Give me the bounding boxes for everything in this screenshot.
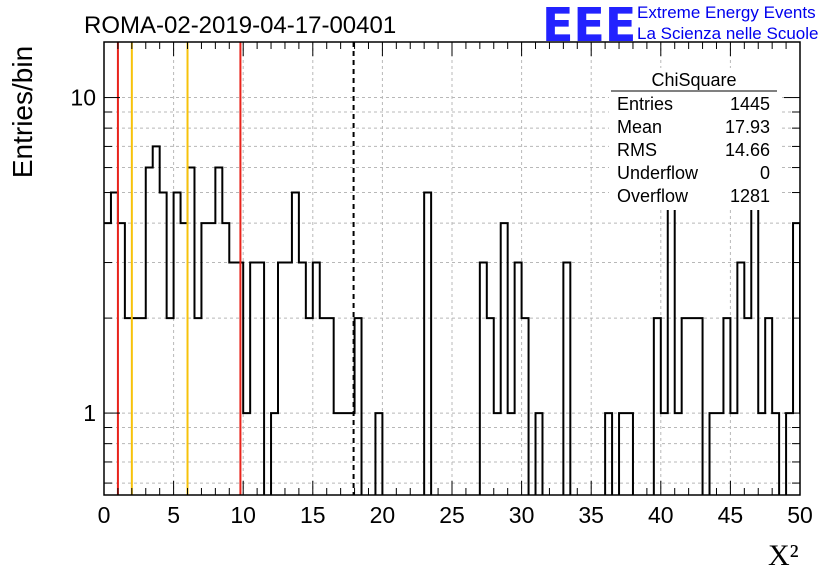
histogram-bin: [125, 318, 132, 495]
histogram-bin: [696, 318, 703, 495]
logo-line-2: La Scienza nelle Scuole: [637, 24, 818, 43]
histogram-bin: [278, 263, 285, 495]
histogram-bin: [814, 413, 821, 495]
histogram-bin: [139, 318, 146, 495]
histogram-bin: [424, 193, 431, 495]
histogram-bin: [181, 223, 188, 495]
y-tick-label: 10: [70, 85, 96, 111]
histogram-bin: [229, 263, 236, 495]
histogram-bin: [250, 263, 257, 495]
histogram-bin: [765, 318, 772, 495]
histogram-bin: [682, 318, 689, 495]
histogram-bin: [487, 318, 494, 495]
vertical-lines-layer: [116, 42, 355, 495]
histogram-bin: [522, 318, 529, 495]
x-tick-label: 50: [787, 502, 813, 528]
stats-title: ChiSquare: [651, 70, 736, 90]
histogram-bin: [194, 318, 201, 495]
x-tick-label: 45: [718, 502, 744, 528]
histogram-bin: [174, 193, 181, 495]
histogram-bin: [800, 413, 807, 495]
histogram-bin: [744, 318, 751, 495]
eee-logo: EEE Extreme Energy Events La Scienza nel…: [542, 0, 818, 52]
stats-box: ChiSquare Entries 1445 Mean 17.93 RMS 14…: [609, 68, 779, 210]
histogram-bin: [118, 223, 125, 495]
y-tick-label: 1: [83, 400, 96, 426]
stats-key-overflow: Overflow: [617, 186, 689, 206]
histogram-bin: [188, 168, 195, 495]
histogram-bin: [104, 223, 111, 495]
x-tick-label: 35: [578, 502, 604, 528]
stats-box-background: [609, 68, 779, 210]
histogram-bin: [222, 223, 229, 495]
histogram-bin: [737, 263, 744, 495]
histogram-bin: [793, 223, 800, 495]
stats-value-mean: 17.93: [725, 117, 770, 137]
histogram-bin: [132, 318, 139, 495]
histogram-bin: [292, 193, 299, 495]
histogram-bin: [160, 193, 167, 495]
x-tick-label: 5: [167, 502, 180, 528]
histogram-bin: [563, 263, 570, 495]
histogram-bin: [751, 168, 758, 495]
stats-key-rms: RMS: [617, 140, 657, 160]
histogram-bin: [480, 263, 487, 495]
histogram-bin: [355, 318, 362, 495]
histogram-bin: [167, 318, 174, 495]
stats-key-underflow: Underflow: [617, 163, 699, 183]
histogram-bin: [306, 318, 313, 495]
x-tick-label: 20: [370, 502, 396, 528]
histogram-bin: [654, 318, 661, 495]
histogram-bin: [299, 263, 306, 495]
histogram-bin: [668, 168, 675, 495]
histogram-bin: [111, 193, 118, 495]
stats-value-underflow: 0: [760, 163, 770, 183]
logo-mark: EEE: [542, 0, 636, 52]
stats-value-rms: 14.66: [725, 140, 770, 160]
x-tick-label: 10: [230, 502, 256, 528]
histogram-bin: [153, 146, 160, 495]
x-tick-label: 40: [648, 502, 674, 528]
histogram-bin: [257, 263, 264, 495]
stats-value-overflow: 1281: [730, 186, 770, 206]
x-tick-label: 0: [98, 502, 111, 528]
x-axis-label: X²: [768, 539, 799, 572]
x-tick-label: 15: [300, 502, 326, 528]
x-tick-label: 25: [439, 502, 465, 528]
histogram-outline: [104, 145, 800, 495]
x-tick-label: 30: [509, 502, 535, 528]
histogram-bin: [327, 318, 334, 495]
histogram-bin: [201, 223, 208, 495]
histogram-bin: [146, 168, 153, 495]
axis-layer: 0 5 10 15 20 25 30 35 40 45 50 1 10: [70, 42, 813, 528]
histogram-bin: [723, 318, 730, 495]
histogram-bin: [807, 318, 814, 495]
histogram-bin: [208, 223, 215, 495]
histogram-layer: [104, 145, 821, 495]
histogram-bin: [215, 168, 222, 495]
histogram-bin: [689, 318, 696, 495]
histogram-bin: [515, 263, 522, 495]
logo-line-1: Extreme Energy Events: [637, 3, 816, 22]
histogram-bin: [501, 223, 508, 495]
stats-key-mean: Mean: [617, 117, 662, 137]
histogram-bin: [285, 263, 292, 495]
chart-title: ROMA-02-2019-04-17-00401: [84, 12, 396, 39]
histogram-bin: [320, 318, 327, 495]
histogram-bin: [313, 263, 320, 495]
y-axis-label: Entries/bin: [7, 46, 38, 178]
stats-key-entries: Entries: [617, 94, 673, 114]
stats-value-entries: 1445: [730, 94, 770, 114]
